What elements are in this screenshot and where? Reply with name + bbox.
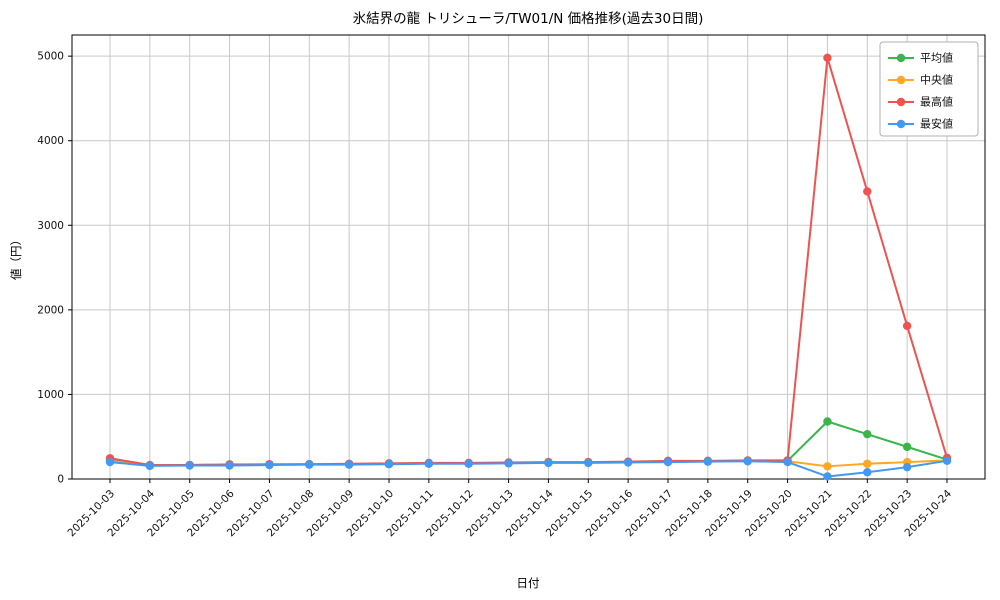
data-point-marker (823, 417, 832, 426)
y-tick-label: 1000 (37, 389, 64, 401)
legend-marker (896, 97, 906, 107)
data-point-marker (464, 459, 473, 468)
data-point-marker (942, 456, 952, 466)
chart-title: 氷結界の龍 トリシューラ/TW01/N 価格推移(過去30日間) (353, 10, 704, 27)
x-axis-label: 日付 (517, 576, 540, 590)
data-point-marker (743, 457, 752, 466)
y-tick-label: 4000 (37, 135, 64, 147)
data-point-marker (424, 459, 434, 468)
data-point-marker (105, 457, 115, 467)
data-point-marker (145, 461, 155, 471)
legend-label: 中央値 (920, 74, 953, 87)
legend-label: 平均値 (920, 52, 953, 65)
data-point-marker (863, 187, 872, 196)
data-point-marker (344, 460, 354, 469)
data-point-marker (305, 460, 314, 469)
y-axis-label: 値（円） (9, 234, 23, 280)
legend-marker (896, 75, 906, 85)
series-line (109, 420, 948, 467)
data-point-marker (902, 462, 912, 472)
data-point-marker (863, 429, 872, 439)
series-line (109, 56, 948, 467)
data-point-marker (265, 460, 274, 470)
y-tick-label: 5000 (37, 51, 64, 63)
data-point-marker (504, 459, 513, 468)
y-tick-label: 0 (57, 474, 64, 486)
data-point-marker (863, 468, 872, 477)
legend-marker (896, 119, 906, 129)
y-tick-label: 3000 (37, 220, 64, 232)
data-point-marker (863, 459, 872, 468)
data-point-marker (783, 457, 792, 467)
plot-frame (71, 34, 986, 480)
data-point-marker (663, 457, 673, 467)
data-point-marker (902, 321, 912, 331)
data-point-marker (823, 472, 832, 481)
data-point-marker (703, 457, 713, 466)
legend-label: 最高値 (920, 95, 953, 109)
series-line (109, 459, 948, 478)
legend-label: 最安値 (920, 117, 953, 131)
legend (879, 41, 979, 137)
legend-marker (896, 53, 906, 63)
data-point-marker (902, 442, 912, 452)
data-point-marker (185, 461, 194, 470)
data-point-marker (225, 461, 234, 470)
y-tick-label: 2000 (37, 304, 64, 316)
data-point-marker (384, 460, 394, 469)
data-point-marker (823, 462, 832, 471)
data-point-marker (544, 458, 553, 468)
data-point-marker (823, 53, 832, 63)
data-point-marker (584, 458, 593, 468)
data-point-marker (623, 458, 633, 467)
